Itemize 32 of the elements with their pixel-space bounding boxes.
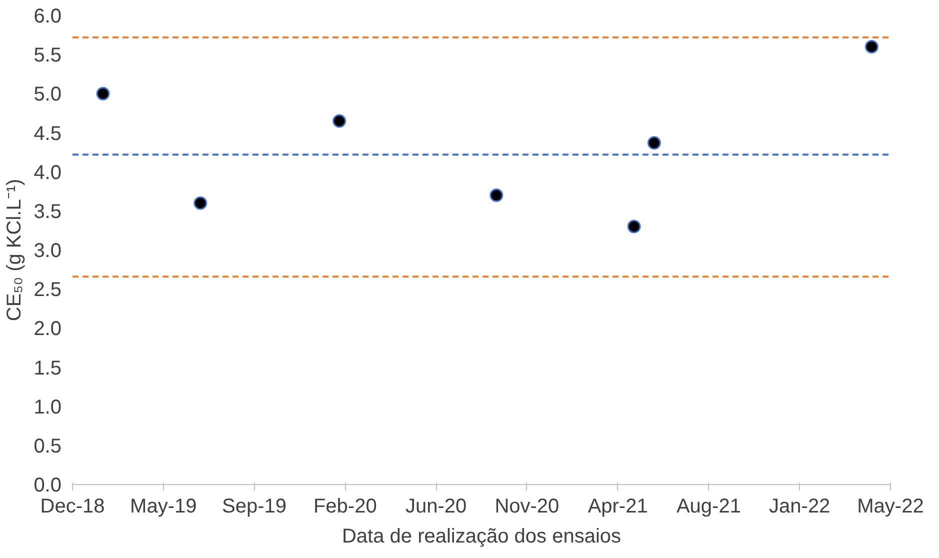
point xyxy=(627,220,641,234)
x-tick-label: Jun-20 xyxy=(405,496,467,518)
x-tick-label: Nov-20 xyxy=(494,496,560,518)
y-tick-label: 1.5 xyxy=(34,357,62,380)
y-tick-label: 0.0 xyxy=(34,474,62,496)
y-tick-label: 4.0 xyxy=(34,162,62,184)
y-tick-label: 3.5 xyxy=(34,200,62,223)
point xyxy=(490,188,504,202)
y-tick-label: 6.0 xyxy=(34,6,62,28)
point xyxy=(194,196,208,210)
y-axis-title: CE₅₀ (g KCl.L⁻¹) xyxy=(4,178,26,322)
y-tick-label: 3.0 xyxy=(34,240,62,262)
y-tick-label: 1.0 xyxy=(34,396,62,418)
x-tick-label: Feb-20 xyxy=(313,496,377,518)
y-tick-label: 5.0 xyxy=(34,84,62,106)
point xyxy=(96,86,110,100)
x-tick-label: Aug-21 xyxy=(676,496,741,518)
point xyxy=(647,136,661,150)
x-axis-title: Data de realização dos ensaios xyxy=(342,526,622,548)
x-tick-label: Apr-21 xyxy=(588,496,648,518)
x-tick-label: Sep-19 xyxy=(222,496,287,518)
x-tick-label: May-19 xyxy=(130,496,197,518)
point xyxy=(864,40,878,54)
y-tick-label: 2.5 xyxy=(34,279,62,302)
y-tick-label: 4.5 xyxy=(34,122,62,145)
y-tick-label: 5.5 xyxy=(34,44,62,67)
y-tick-label: 0.5 xyxy=(34,435,62,458)
point xyxy=(332,114,346,128)
x-tick-label: May-22 xyxy=(857,496,924,518)
x-tick-label: Dec-18 xyxy=(40,496,105,518)
y-tick-label: 2.0 xyxy=(34,318,62,340)
x-tick-label: Jan-22 xyxy=(769,496,830,518)
